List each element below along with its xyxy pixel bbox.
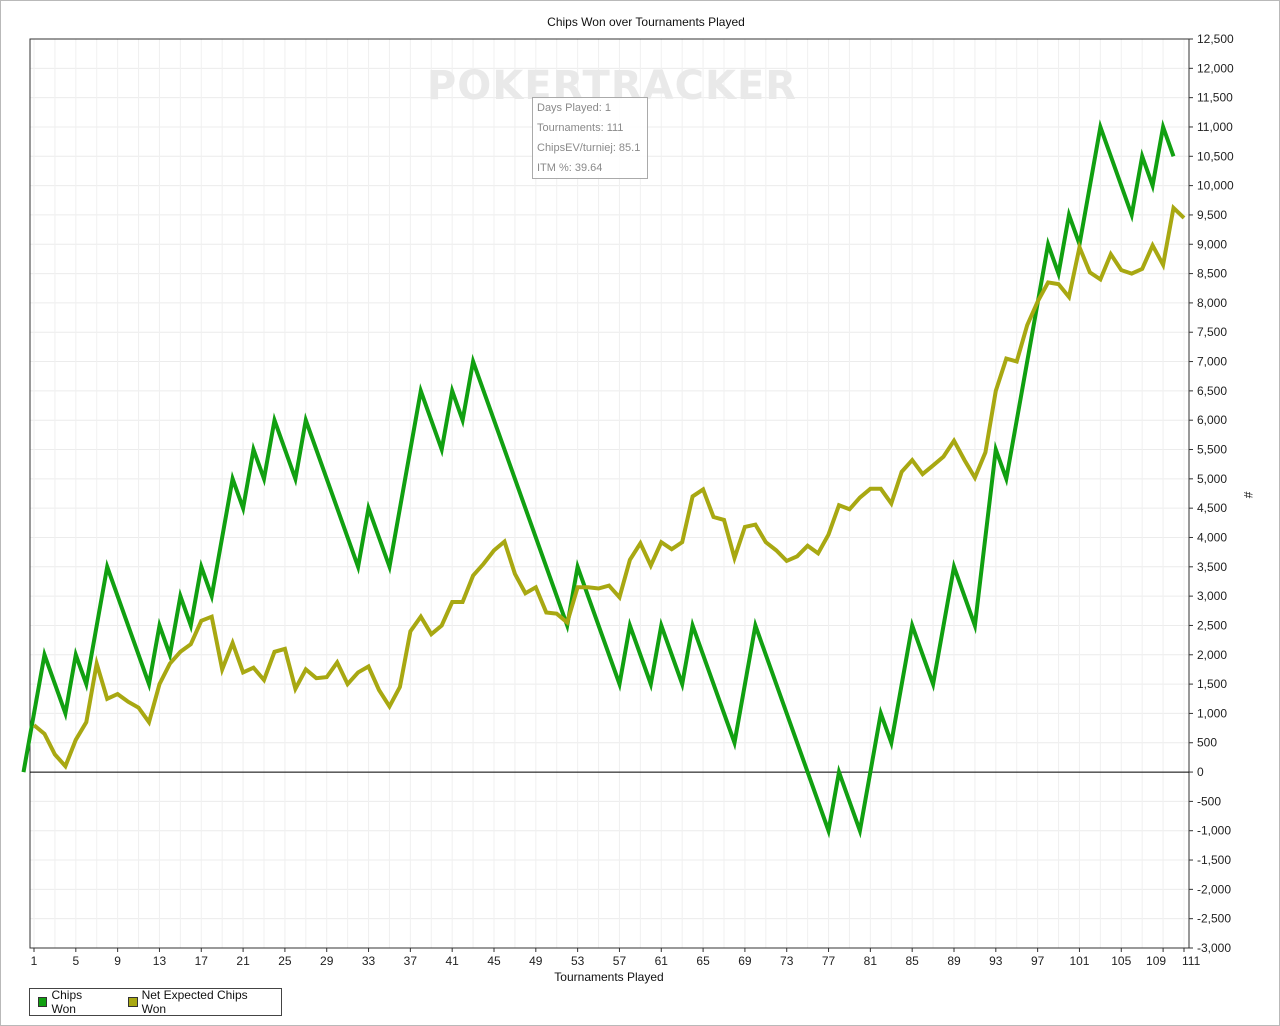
y-tick-label: 11,500: [1197, 91, 1233, 105]
x-tick-label: 9: [114, 954, 121, 968]
x-tick-label: 17: [195, 954, 209, 968]
y-tick-label: 10,000: [1197, 179, 1234, 193]
y-tick-label: 9,000: [1197, 237, 1227, 251]
y-tick-label: -1,500: [1197, 853, 1231, 867]
net-expected-line: [32, 203, 1186, 770]
x-tick-label: 21: [236, 954, 250, 968]
tooltip-itm: ITM %: 39.64: [537, 162, 603, 174]
x-tick-label: 109: [1146, 954, 1166, 968]
y-tick-label: 7,500: [1197, 325, 1227, 339]
y-tick-label: -3,000: [1197, 941, 1231, 955]
y-tick-label: 8,000: [1197, 296, 1227, 310]
x-tick-label: 111: [1182, 954, 1201, 968]
x-tick-label: 25: [278, 954, 292, 968]
y-tick-label: 3,000: [1197, 589, 1227, 603]
x-tick-label: 105: [1111, 954, 1131, 968]
y-tick-label: 4,500: [1197, 501, 1227, 515]
y-tick-label: 8,500: [1197, 267, 1227, 281]
x-tick-label: 73: [780, 954, 794, 968]
legend-swatch-chips-won: [38, 997, 48, 1007]
y-tick-label: 5,500: [1197, 443, 1227, 457]
stats-tooltip: Days Played: 1 Tournaments: 111 ChipsEV/…: [532, 97, 648, 179]
x-tick-label: 65: [696, 954, 710, 968]
y-tick-label: 4,000: [1197, 530, 1227, 544]
y-tick-label: 10,500: [1197, 149, 1234, 163]
x-axis-label: Tournaments Played: [554, 970, 663, 984]
axes: [29, 38, 1193, 952]
x-tick-label: 41: [446, 954, 460, 968]
y-tick-label: 1,500: [1197, 677, 1227, 691]
x-tick-label: 1: [31, 954, 38, 968]
tooltip-days-played: Days Played: 1: [537, 102, 611, 114]
y-tick-label: 11,000: [1197, 120, 1233, 134]
tick-labels: 12,50012,00011,50011,00010,50010,0009,50…: [31, 32, 1234, 968]
y-tick-label: 12,500: [1197, 32, 1234, 46]
y-tick-label: 12,000: [1197, 61, 1234, 75]
y-tick-label: 6,500: [1197, 384, 1227, 398]
x-tick-label: 45: [487, 954, 501, 968]
y-tick-label: -500: [1197, 794, 1221, 808]
x-tick-label: 101: [1069, 954, 1089, 968]
y-tick-label: 2,000: [1197, 648, 1227, 662]
y-tick-label: -2,500: [1197, 912, 1231, 926]
y-tick-label: 0: [1197, 765, 1204, 779]
y-tick-label: 500: [1197, 736, 1217, 750]
y-tick-label: -2,000: [1197, 882, 1231, 896]
x-tick-label: 77: [822, 954, 836, 968]
x-tick-label: 69: [738, 954, 752, 968]
legend-label-net-expected: Net Expected Chips Won: [141, 988, 248, 1016]
x-tick-label: 33: [362, 954, 376, 968]
x-tick-label: 93: [989, 954, 1003, 968]
y-tick-label: 9,500: [1197, 208, 1227, 222]
legend-item-net-expected[interactable]: Net Expected Chips Won: [128, 988, 267, 1016]
x-tick-label: 81: [864, 954, 878, 968]
y-tick-label: -1,000: [1197, 824, 1231, 838]
y-tick-label: 7,000: [1197, 355, 1227, 369]
x-tick-label: 37: [404, 954, 418, 968]
tooltip-tournaments: Tournaments: 111: [537, 122, 624, 134]
y-tick-label: 6,000: [1197, 413, 1227, 427]
plot-border: [29, 38, 1190, 949]
y-tick-label: 2,500: [1197, 618, 1227, 632]
y-axis-label: #: [1241, 492, 1255, 499]
legend-swatch-net-expected: [128, 997, 138, 1007]
x-tick-label: 97: [1031, 954, 1045, 968]
legend-item-chips-won[interactable]: Chips Won: [38, 988, 106, 1016]
legend: Chips Won Net Expected Chips Won: [29, 988, 282, 1016]
x-tick-label: 57: [613, 954, 627, 968]
x-tick-label: 29: [320, 954, 334, 968]
x-tick-label: 13: [153, 954, 167, 968]
series-lines: [21, 119, 1186, 839]
legend-label-chips-won: Chips Won: [51, 988, 83, 1016]
x-tick-label: 61: [655, 954, 669, 968]
x-tick-label: 89: [947, 954, 961, 968]
y-tick-label: 1,000: [1197, 706, 1227, 720]
grid: [30, 38, 1189, 949]
x-tick-label: 85: [906, 954, 920, 968]
tooltip-chipsev: ChipsEV/turniej: 85.1: [537, 142, 641, 154]
chips-won-line: [21, 119, 1176, 839]
y-tick-label: 3,500: [1197, 560, 1227, 574]
x-tick-label: 53: [571, 954, 585, 968]
x-tick-label: 49: [529, 954, 543, 968]
x-tick-label: 5: [72, 954, 79, 968]
y-tick-label: 5,000: [1197, 472, 1227, 486]
chart-title: Chips Won over Tournaments Played: [547, 15, 745, 29]
